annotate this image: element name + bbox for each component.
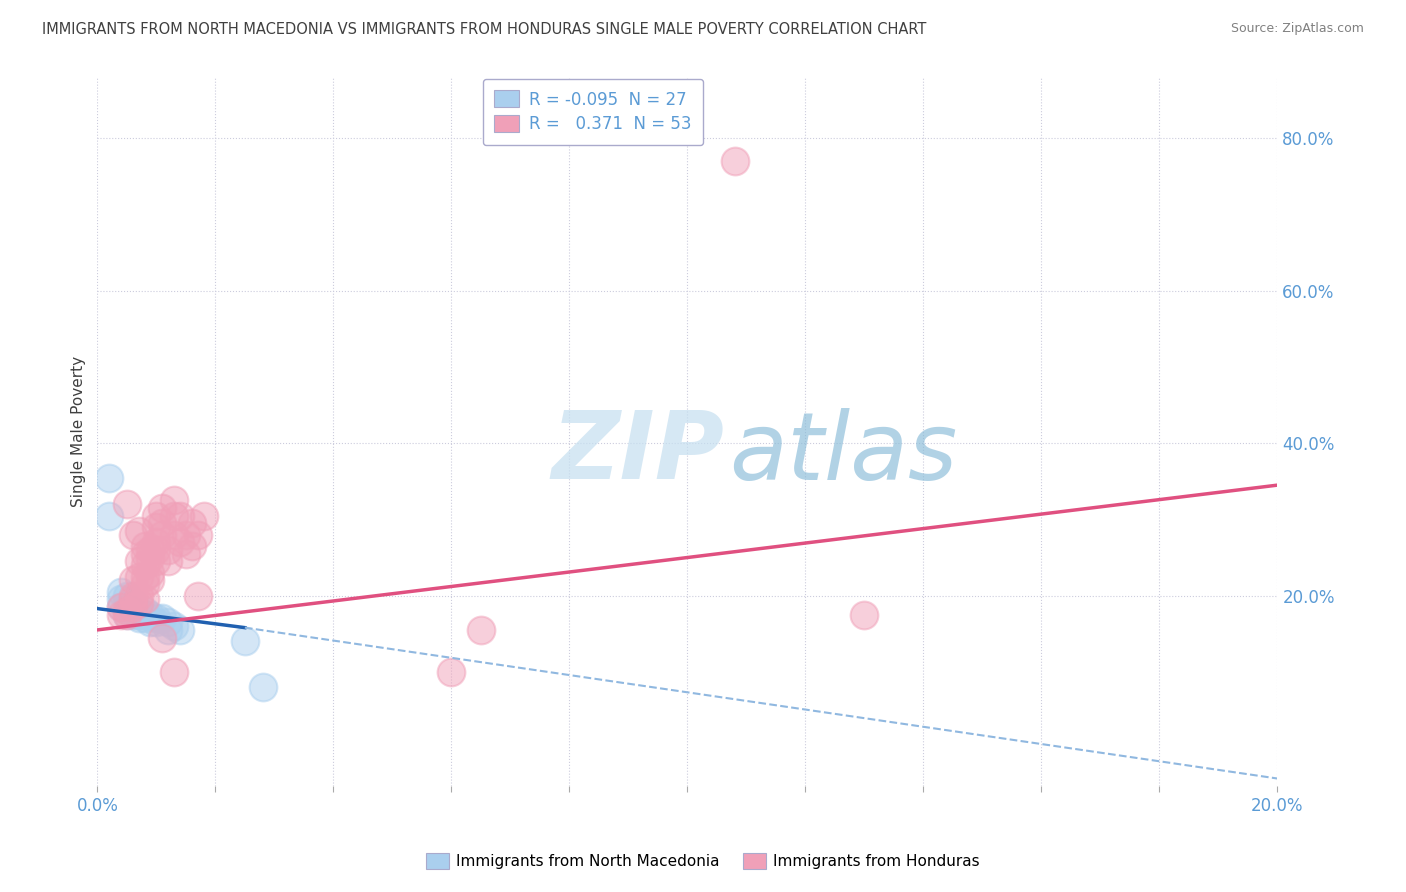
Point: [134, 558, 156, 573]
Point: [139, 550, 162, 565]
Point: [163, 493, 186, 508]
Point: [169, 535, 191, 549]
Point: [723, 154, 745, 169]
Legend: R = -0.095  N = 27, R =   0.371  N = 53: R = -0.095 N = 27, R = 0.371 N = 53: [482, 78, 703, 145]
Point: [150, 501, 173, 516]
Point: [252, 680, 274, 694]
Text: IMMIGRANTS FROM NORTH MACEDONIA VS IMMIGRANTS FROM HONDURAS SINGLE MALE POVERTY : IMMIGRANTS FROM NORTH MACEDONIA VS IMMIG…: [42, 22, 927, 37]
Point: [110, 600, 132, 615]
Point: [163, 619, 186, 633]
Point: [163, 665, 186, 679]
Point: [187, 527, 209, 541]
Point: [115, 589, 138, 603]
Point: [163, 508, 186, 523]
Point: [169, 508, 191, 523]
Point: [157, 615, 180, 630]
Point: [440, 665, 463, 679]
Y-axis label: Single Male Poverty: Single Male Poverty: [72, 356, 86, 508]
Point: [128, 524, 150, 538]
Point: [128, 611, 150, 625]
Point: [157, 542, 180, 557]
Point: [233, 634, 256, 648]
Point: [121, 607, 143, 622]
Point: [139, 566, 162, 580]
Text: ZIP: ZIP: [551, 407, 724, 499]
Point: [110, 600, 132, 615]
Point: [169, 623, 191, 637]
Point: [98, 508, 121, 523]
Point: [174, 527, 197, 541]
Point: [110, 592, 132, 607]
Point: [150, 527, 173, 541]
Point: [128, 554, 150, 568]
Point: [139, 542, 162, 557]
Point: [853, 607, 876, 622]
Point: [163, 527, 186, 541]
Point: [115, 607, 138, 622]
Point: [128, 569, 150, 583]
Point: [145, 520, 167, 534]
Point: [139, 574, 162, 588]
Point: [121, 574, 143, 588]
Point: [134, 547, 156, 561]
Point: [128, 589, 150, 603]
Point: [174, 547, 197, 561]
Point: [115, 497, 138, 511]
Legend: Immigrants from North Macedonia, Immigrants from Honduras: Immigrants from North Macedonia, Immigra…: [420, 847, 986, 875]
Point: [180, 539, 202, 553]
Point: [134, 611, 156, 625]
Point: [128, 604, 150, 618]
Point: [115, 604, 138, 618]
Point: [145, 542, 167, 557]
Point: [150, 631, 173, 645]
Point: [134, 604, 156, 618]
Point: [121, 589, 143, 603]
Point: [115, 600, 138, 615]
Point: [470, 623, 492, 637]
Point: [145, 554, 167, 568]
Point: [145, 535, 167, 549]
Point: [150, 516, 173, 531]
Point: [121, 600, 143, 615]
Point: [134, 592, 156, 607]
Point: [134, 569, 156, 583]
Point: [157, 623, 180, 637]
Point: [134, 607, 156, 622]
Point: [145, 615, 167, 630]
Point: [110, 607, 132, 622]
Point: [110, 584, 132, 599]
Point: [121, 527, 143, 541]
Point: [128, 596, 150, 610]
Point: [115, 607, 138, 622]
Point: [98, 470, 121, 484]
Point: [134, 539, 156, 553]
Point: [134, 577, 156, 591]
Point: [145, 611, 167, 625]
Point: [145, 508, 167, 523]
Text: Source: ZipAtlas.com: Source: ZipAtlas.com: [1230, 22, 1364, 36]
Point: [139, 607, 162, 622]
Point: [128, 607, 150, 622]
Text: atlas: atlas: [728, 408, 957, 499]
Point: [157, 554, 180, 568]
Point: [121, 592, 143, 607]
Point: [121, 596, 143, 610]
Point: [193, 508, 215, 523]
Point: [150, 611, 173, 625]
Point: [180, 516, 202, 531]
Point: [187, 589, 209, 603]
Point: [139, 615, 162, 630]
